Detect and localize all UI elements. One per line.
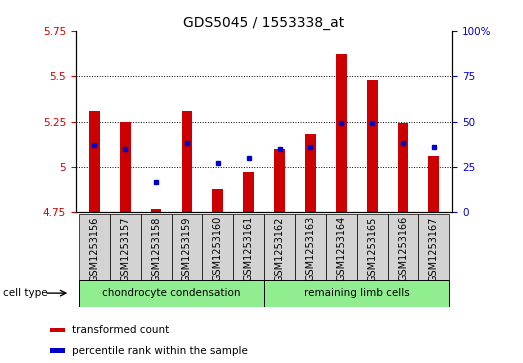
Bar: [79, 214, 110, 280]
Text: chondrocyte condensation: chondrocyte condensation: [103, 288, 241, 298]
Bar: [79, 280, 264, 307]
Bar: [120, 122, 131, 212]
Bar: [212, 189, 223, 212]
Bar: [264, 214, 295, 280]
Bar: [305, 134, 316, 212]
Title: GDS5045 / 1553338_at: GDS5045 / 1553338_at: [184, 16, 345, 30]
Bar: [233, 214, 264, 280]
Text: GSM1253159: GSM1253159: [182, 216, 192, 281]
Bar: [388, 214, 418, 280]
Bar: [357, 214, 388, 280]
Text: GSM1253157: GSM1253157: [120, 216, 130, 282]
Text: GSM1253165: GSM1253165: [367, 216, 377, 281]
Bar: [264, 280, 449, 307]
Text: GSM1253160: GSM1253160: [213, 216, 223, 281]
Bar: [151, 209, 162, 212]
Bar: [141, 214, 172, 280]
Bar: [367, 80, 378, 212]
Bar: [172, 214, 202, 280]
Text: GSM1253161: GSM1253161: [244, 216, 254, 281]
Bar: [326, 214, 357, 280]
Bar: [418, 214, 449, 280]
Bar: [50, 327, 65, 332]
Bar: [110, 214, 141, 280]
Bar: [295, 214, 326, 280]
Text: GSM1253162: GSM1253162: [275, 216, 285, 281]
Text: cell type: cell type: [3, 288, 47, 298]
Text: remaining limb cells: remaining limb cells: [304, 288, 410, 298]
Text: GSM1253158: GSM1253158: [151, 216, 161, 281]
Bar: [243, 172, 254, 212]
Bar: [181, 111, 192, 212]
Bar: [89, 111, 100, 212]
Bar: [336, 54, 347, 212]
Text: transformed count: transformed count: [72, 325, 169, 335]
Text: percentile rank within the sample: percentile rank within the sample: [72, 346, 247, 356]
Bar: [274, 149, 285, 212]
Bar: [397, 123, 408, 212]
Text: GSM1253167: GSM1253167: [429, 216, 439, 281]
Bar: [428, 156, 439, 212]
Text: GSM1253166: GSM1253166: [398, 216, 408, 281]
Bar: [50, 348, 65, 353]
Text: GSM1253156: GSM1253156: [89, 216, 99, 281]
Text: GSM1253164: GSM1253164: [336, 216, 346, 281]
Text: GSM1253163: GSM1253163: [305, 216, 315, 281]
Bar: [202, 214, 233, 280]
